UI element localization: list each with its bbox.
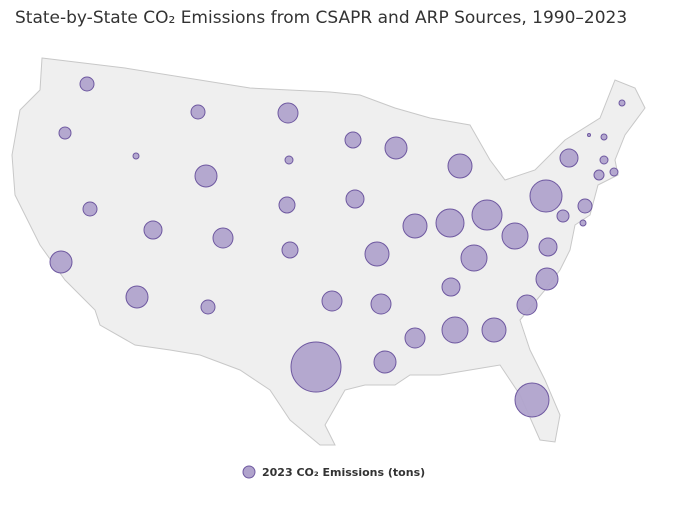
bubble [125, 285, 149, 309]
bubble [212, 227, 234, 249]
bubble [516, 294, 538, 316]
bubble [538, 237, 558, 257]
bubble [579, 219, 587, 227]
us-map [11, 57, 646, 446]
bubble [441, 277, 461, 297]
bubble [200, 299, 216, 315]
legend-swatch [242, 465, 256, 479]
bubble [344, 131, 362, 149]
bubble [278, 196, 296, 214]
legend-label: 2023 CO₂ Emissions (tons) [262, 466, 425, 479]
bubble [345, 189, 365, 209]
bubble [559, 148, 579, 168]
bubble [441, 316, 469, 344]
bubble [460, 244, 488, 272]
bubble [79, 76, 95, 92]
bubble [618, 99, 626, 107]
bubble [529, 179, 563, 213]
bubble [599, 155, 609, 165]
bubble [321, 290, 343, 312]
bubble [609, 167, 619, 177]
bubble [190, 104, 206, 120]
bubble [447, 153, 473, 179]
chart-title: State-by-State CO₂ Emissions from CSAPR … [15, 8, 627, 28]
bubble [373, 350, 397, 374]
bubble [535, 267, 559, 291]
bubble [501, 222, 529, 250]
bubble [600, 133, 608, 141]
bubble [404, 327, 426, 349]
bubble [370, 293, 392, 315]
bubble [435, 208, 465, 238]
bubble [402, 213, 428, 239]
bubble [556, 209, 570, 223]
bubble [593, 169, 605, 181]
bubble [587, 133, 591, 137]
bubble [281, 241, 299, 259]
bubble [277, 102, 299, 124]
bubble [471, 199, 503, 231]
bubble [290, 341, 342, 393]
bubble [481, 317, 507, 343]
bubble [577, 198, 593, 214]
bubble [82, 201, 98, 217]
bubble [284, 155, 294, 165]
bubble [364, 241, 390, 267]
bubble [194, 164, 218, 188]
bubble [49, 250, 73, 274]
bubble [384, 136, 408, 160]
bubble [132, 152, 140, 160]
bubbles [49, 76, 626, 418]
bubble [514, 382, 550, 418]
bubble [143, 220, 163, 240]
bubble [58, 126, 72, 140]
